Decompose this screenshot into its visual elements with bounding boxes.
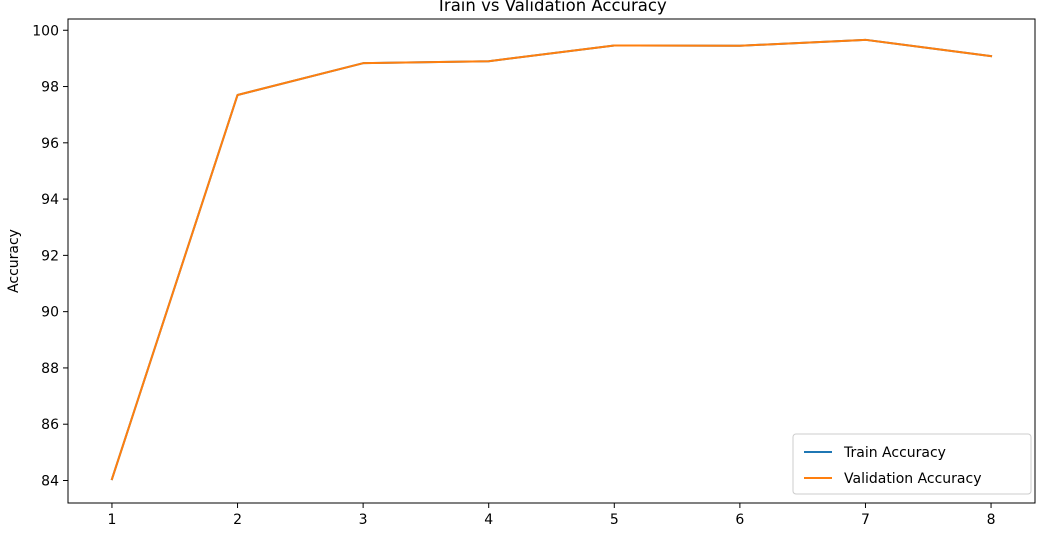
x-tick-label: 2 [233,512,242,528]
y-tick-label: 96 [41,136,59,152]
chart-title: Train vs Validation Accuracy [435,0,667,15]
legend-box [792,433,1032,495]
y-tick-label: 84 [41,473,59,489]
y-tick-label: 86 [41,417,59,433]
x-tick-label: 8 [987,512,996,528]
validation-accuracy-line [110,38,993,481]
legend-validation-label: Validation Accuracy [844,471,982,487]
x-tick-label: 5 [610,512,619,528]
y-tick-label: 98 [41,80,59,96]
y-tick-label: 100 [32,23,59,39]
x-tick-label: 1 [107,512,116,528]
legend-train-label: Train Accuracy [843,445,946,461]
x-tick-label: 3 [359,512,368,528]
legend: Train Accuracy Validation Accuracy [792,433,1032,495]
x-tick-label: 6 [735,512,744,528]
plot-area [110,38,993,481]
y-tick-label: 90 [41,305,59,321]
plot-frame [67,18,1036,504]
x-tick-label: 7 [861,512,870,528]
series-layer [110,38,993,481]
y-tick-label: 92 [41,248,59,264]
x-axis: 1 2 3 4 5 6 7 8 [107,503,996,528]
y-axis-label: Accuracy [6,229,22,293]
x-tick-label: 4 [484,512,493,528]
y-axis: 84 86 88 90 92 94 96 98 100 [32,23,68,489]
y-tick-label: 94 [41,192,59,208]
y-tick-label: 88 [41,361,59,377]
